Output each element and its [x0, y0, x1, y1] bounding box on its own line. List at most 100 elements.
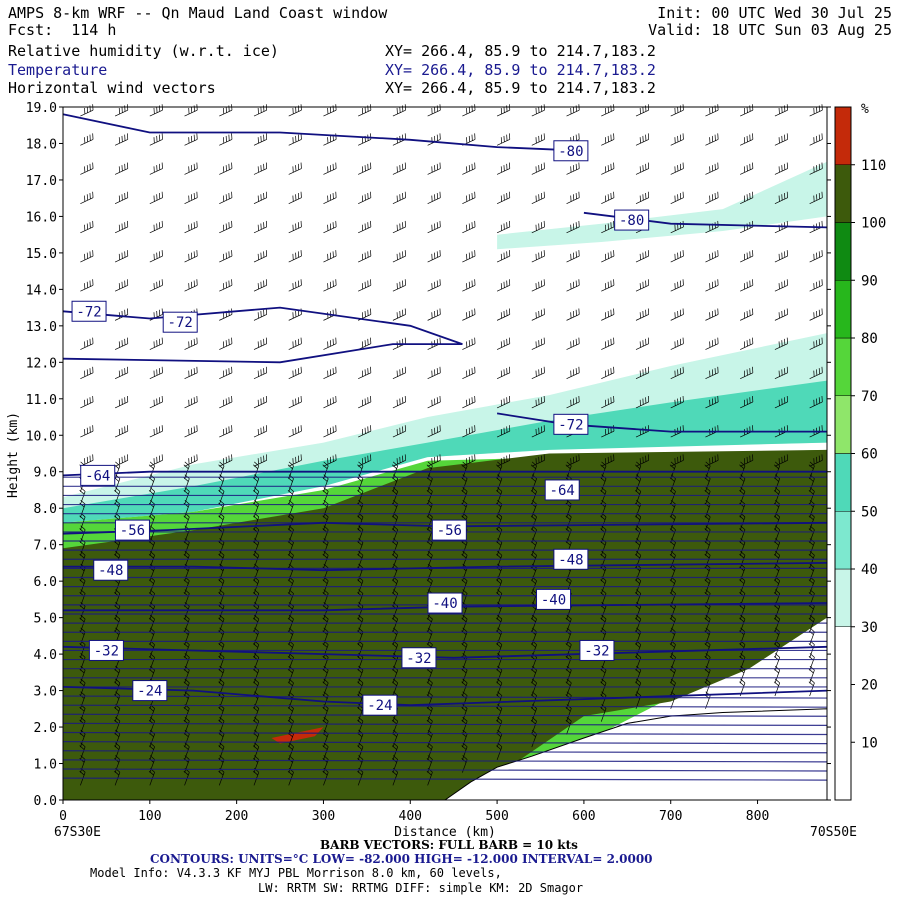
wind-barb: [531, 395, 545, 409]
wind-barb: [184, 250, 198, 263]
wind-barb: [114, 250, 129, 263]
y-tick-label: 2.0: [34, 721, 57, 736]
colorbar: 10 20 30 40 50 60 70 80 90 100 110%: [834, 102, 886, 801]
wind-barb: [427, 191, 441, 204]
wind-barb: [219, 133, 233, 146]
valid-time: Valid: 18 UTC Sun 03 Aug 25: [648, 21, 892, 39]
wind-barb: [114, 395, 129, 409]
wind-barb: [566, 308, 580, 321]
rh-region-30: [497, 161, 827, 250]
colorbar-bin: [834, 395, 852, 454]
colorbar-bin: [834, 453, 852, 512]
wind-barb: [635, 191, 650, 204]
forecast-hour: Fcst: 114 h: [8, 21, 117, 39]
rh-region-30: [63, 333, 827, 512]
wind-barb: [288, 250, 302, 263]
wind-barb: [531, 104, 545, 117]
temperature-label-text: -32: [406, 651, 431, 667]
wind-barb: [670, 395, 684, 409]
wind-barb: [740, 395, 754, 409]
wind-barb: [219, 425, 233, 438]
wind-barb: [219, 162, 233, 175]
wind-barb: [635, 133, 650, 146]
wind-barb: [566, 191, 580, 204]
wind-barb: [149, 220, 163, 234]
field-temp-name: Temperature: [8, 61, 108, 79]
wind-barb: [323, 191, 337, 204]
wind-barb: [149, 395, 163, 409]
wind-barb: [288, 220, 302, 234]
wind-barb: [774, 337, 788, 350]
wind-barb: [80, 250, 94, 263]
wind-barb: [670, 337, 684, 350]
wind-barb: [149, 454, 163, 467]
wind-barb: [774, 279, 788, 292]
wind-barb: [80, 162, 94, 175]
y-tick-label: 8.0: [34, 502, 57, 517]
wind-barb: [427, 162, 441, 175]
wind-barb: [253, 162, 268, 175]
wind-barb: [601, 454, 615, 467]
wind-barb: [531, 308, 545, 321]
wind-barb: [705, 308, 719, 321]
wind-barb: [114, 279, 129, 292]
wind-barb: [323, 133, 337, 146]
wind-barb: [496, 425, 511, 438]
x-tick-label: 700: [659, 809, 682, 824]
temperature-label-text: -72: [558, 417, 583, 433]
wind-barb: [80, 191, 94, 204]
wind-barb: [566, 250, 580, 263]
temperature-isotherm: [62, 750, 828, 754]
wind-barb: [288, 425, 302, 438]
wind-barb: [670, 104, 684, 117]
wind-barb: [462, 395, 476, 409]
wind-barb: [705, 162, 719, 175]
wind-barb: [288, 279, 302, 292]
wind-barb: [774, 250, 788, 263]
wind-barb: [601, 250, 615, 263]
wind-barb: [392, 425, 406, 438]
temperature-label: -24: [132, 680, 168, 702]
field-rh-name: Relative humidity (w.r.t. ice): [8, 42, 279, 60]
wind-barb: [358, 162, 372, 175]
wind-barb: [774, 133, 788, 146]
wind-barb: [219, 191, 233, 204]
wind-barb: [323, 337, 337, 350]
temperature-isotherm: [62, 704, 828, 708]
y-tick-label: 10.0: [26, 429, 57, 444]
wind-barb: [80, 279, 94, 292]
wind-barb: [114, 337, 129, 350]
wind-barb: [496, 133, 511, 146]
wind-barb: [392, 191, 406, 204]
wind-barb: [635, 162, 650, 175]
wind-barb: [670, 366, 684, 380]
wind-barb: [740, 133, 754, 146]
wind-barb: [740, 308, 754, 321]
wind-barb: [80, 220, 94, 234]
wind-barb: [670, 162, 684, 175]
temperature-contour: [62, 645, 828, 659]
wind-barb: [740, 279, 754, 292]
wind-barb: [219, 279, 233, 292]
wind-barb: [392, 395, 406, 409]
model-info: Model Info: V4.3.3 KF MYJ PBL Morrison 8…: [90, 866, 502, 880]
wind-barb: [184, 133, 198, 146]
wind-barb: [427, 250, 441, 263]
field-wind-name: Horizontal wind vectors: [8, 79, 216, 97]
wind-barb: [635, 250, 650, 263]
temperature-label: -32: [579, 639, 615, 661]
wind-barb: [774, 104, 788, 117]
wind-barb: [219, 220, 233, 234]
wind-barb: [253, 337, 268, 350]
wind-barb: [427, 425, 441, 438]
wind-barb: [288, 133, 302, 146]
colorbar-tick-label: 30: [861, 620, 878, 636]
wind-barb: [531, 191, 545, 204]
wind-barb: [253, 133, 268, 146]
field-wind-xy: XY= 266.4, 85.9 to 214.7,183.2: [385, 79, 656, 97]
rh-region-100: [63, 449, 827, 800]
wind-barb: [774, 308, 788, 321]
temperature-label: -72: [162, 311, 198, 333]
wind-barb: [635, 366, 650, 380]
wind-barb: [566, 104, 580, 117]
